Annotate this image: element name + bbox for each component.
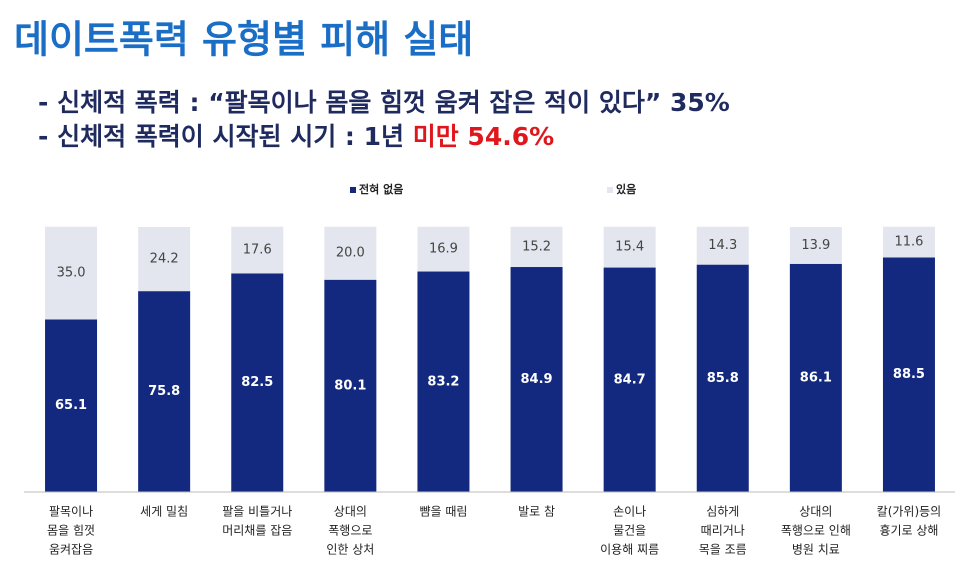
value-label: 84.9	[521, 372, 553, 387]
value-label: 86.1	[800, 370, 832, 385]
x-tick-label: 물건을	[613, 524, 646, 538]
x-tick-label: 몸을 힘껏	[47, 524, 95, 538]
bar-segment	[603, 267, 656, 492]
bar-segment	[696, 226, 749, 265]
value-label: 85.8	[707, 371, 739, 386]
slide-title: 데이트폭력 유형별 피해 실태	[14, 18, 473, 62]
bar-segment	[138, 227, 191, 292]
bar-segment	[882, 226, 935, 258]
x-tick-label: 폭행으로 인해	[781, 523, 851, 538]
value-label: 24.2	[150, 252, 179, 267]
bar-segment	[603, 226, 656, 268]
value-label: 13.9	[801, 238, 830, 253]
value-label: 75.8	[148, 384, 180, 399]
bar-segment	[324, 226, 377, 280]
x-tick-label: 팔을 비틀거나	[222, 505, 292, 519]
bar-segment	[231, 273, 284, 492]
value-label: 83.2	[427, 374, 459, 389]
x-tick-label: 상대의	[799, 505, 832, 519]
legend-swatch	[607, 187, 613, 193]
bar-segment	[138, 291, 191, 492]
bar-segment	[45, 319, 98, 492]
value-label: 80.1	[334, 378, 366, 393]
value-label: 88.5	[893, 367, 925, 382]
bar-segment	[510, 226, 563, 268]
bullet-highlight: 미만 54.6%	[413, 122, 554, 151]
x-tick-label: 발로 참	[518, 505, 555, 519]
bar-segment	[231, 226, 284, 274]
value-label: 82.5	[241, 375, 273, 390]
x-tick-label: 세게 밀침	[140, 505, 188, 519]
value-label: 11.6	[894, 235, 923, 250]
value-label: 16.9	[429, 242, 458, 257]
bar-segment	[324, 279, 377, 492]
value-label: 14.3	[708, 238, 737, 253]
value-label: 35.0	[57, 266, 86, 281]
value-label: 15.2	[522, 239, 551, 254]
x-tick-label: 흉기로 상해	[879, 524, 938, 538]
x-tick-label: 팔목이나	[49, 505, 93, 519]
bar-segment	[882, 257, 935, 492]
x-tick-label: 움켜잡음	[49, 543, 93, 557]
value-label: 84.7	[614, 372, 646, 387]
bar-segment	[789, 263, 842, 492]
x-tick-label: 목을 조름	[699, 543, 747, 557]
value-label: 15.4	[615, 240, 644, 255]
x-tick-label: 때리거나	[701, 524, 745, 538]
x-tick-label: 상대의	[334, 505, 367, 519]
value-label: 17.6	[243, 243, 272, 258]
x-tick-label: 병원 치료	[792, 543, 840, 557]
bar-segment	[45, 226, 98, 320]
value-label: 65.1	[55, 398, 87, 413]
legend-label: 있음	[616, 183, 636, 196]
legend-swatch	[350, 187, 356, 193]
x-tick-label: 뺨을 때림	[419, 505, 467, 519]
x-tick-label: 인한 상처	[326, 543, 374, 557]
x-tick-label: 손이나	[613, 505, 646, 519]
bar-segment	[510, 267, 563, 492]
bar-segment	[696, 264, 749, 492]
bullet: - 신체적 폭력이 시작된 시기 : 1년 미만 54.6%	[38, 122, 554, 151]
x-tick-label: 칼(가위)등의	[877, 505, 942, 519]
x-tick-label: 폭행으로	[328, 523, 372, 538]
value-label: 20.0	[336, 246, 365, 261]
bar-segment	[789, 227, 842, 264]
bullet: - 신체적 폭력 : “팔목이나 몸을 힘껏 움켜 잡은 적이 있다” 35%	[38, 88, 730, 117]
bar-segment	[417, 226, 470, 272]
bullet-text: - 신체적 폭력이 시작된 시기 : 1년	[38, 122, 404, 151]
x-tick-label: 심하게	[706, 505, 739, 519]
x-tick-label: 머리채를 잡음	[222, 524, 292, 538]
legend-label: 전혀 없음	[359, 182, 403, 196]
bar-segment	[417, 271, 470, 492]
x-tick-label: 이용해 찌름	[600, 543, 659, 557]
